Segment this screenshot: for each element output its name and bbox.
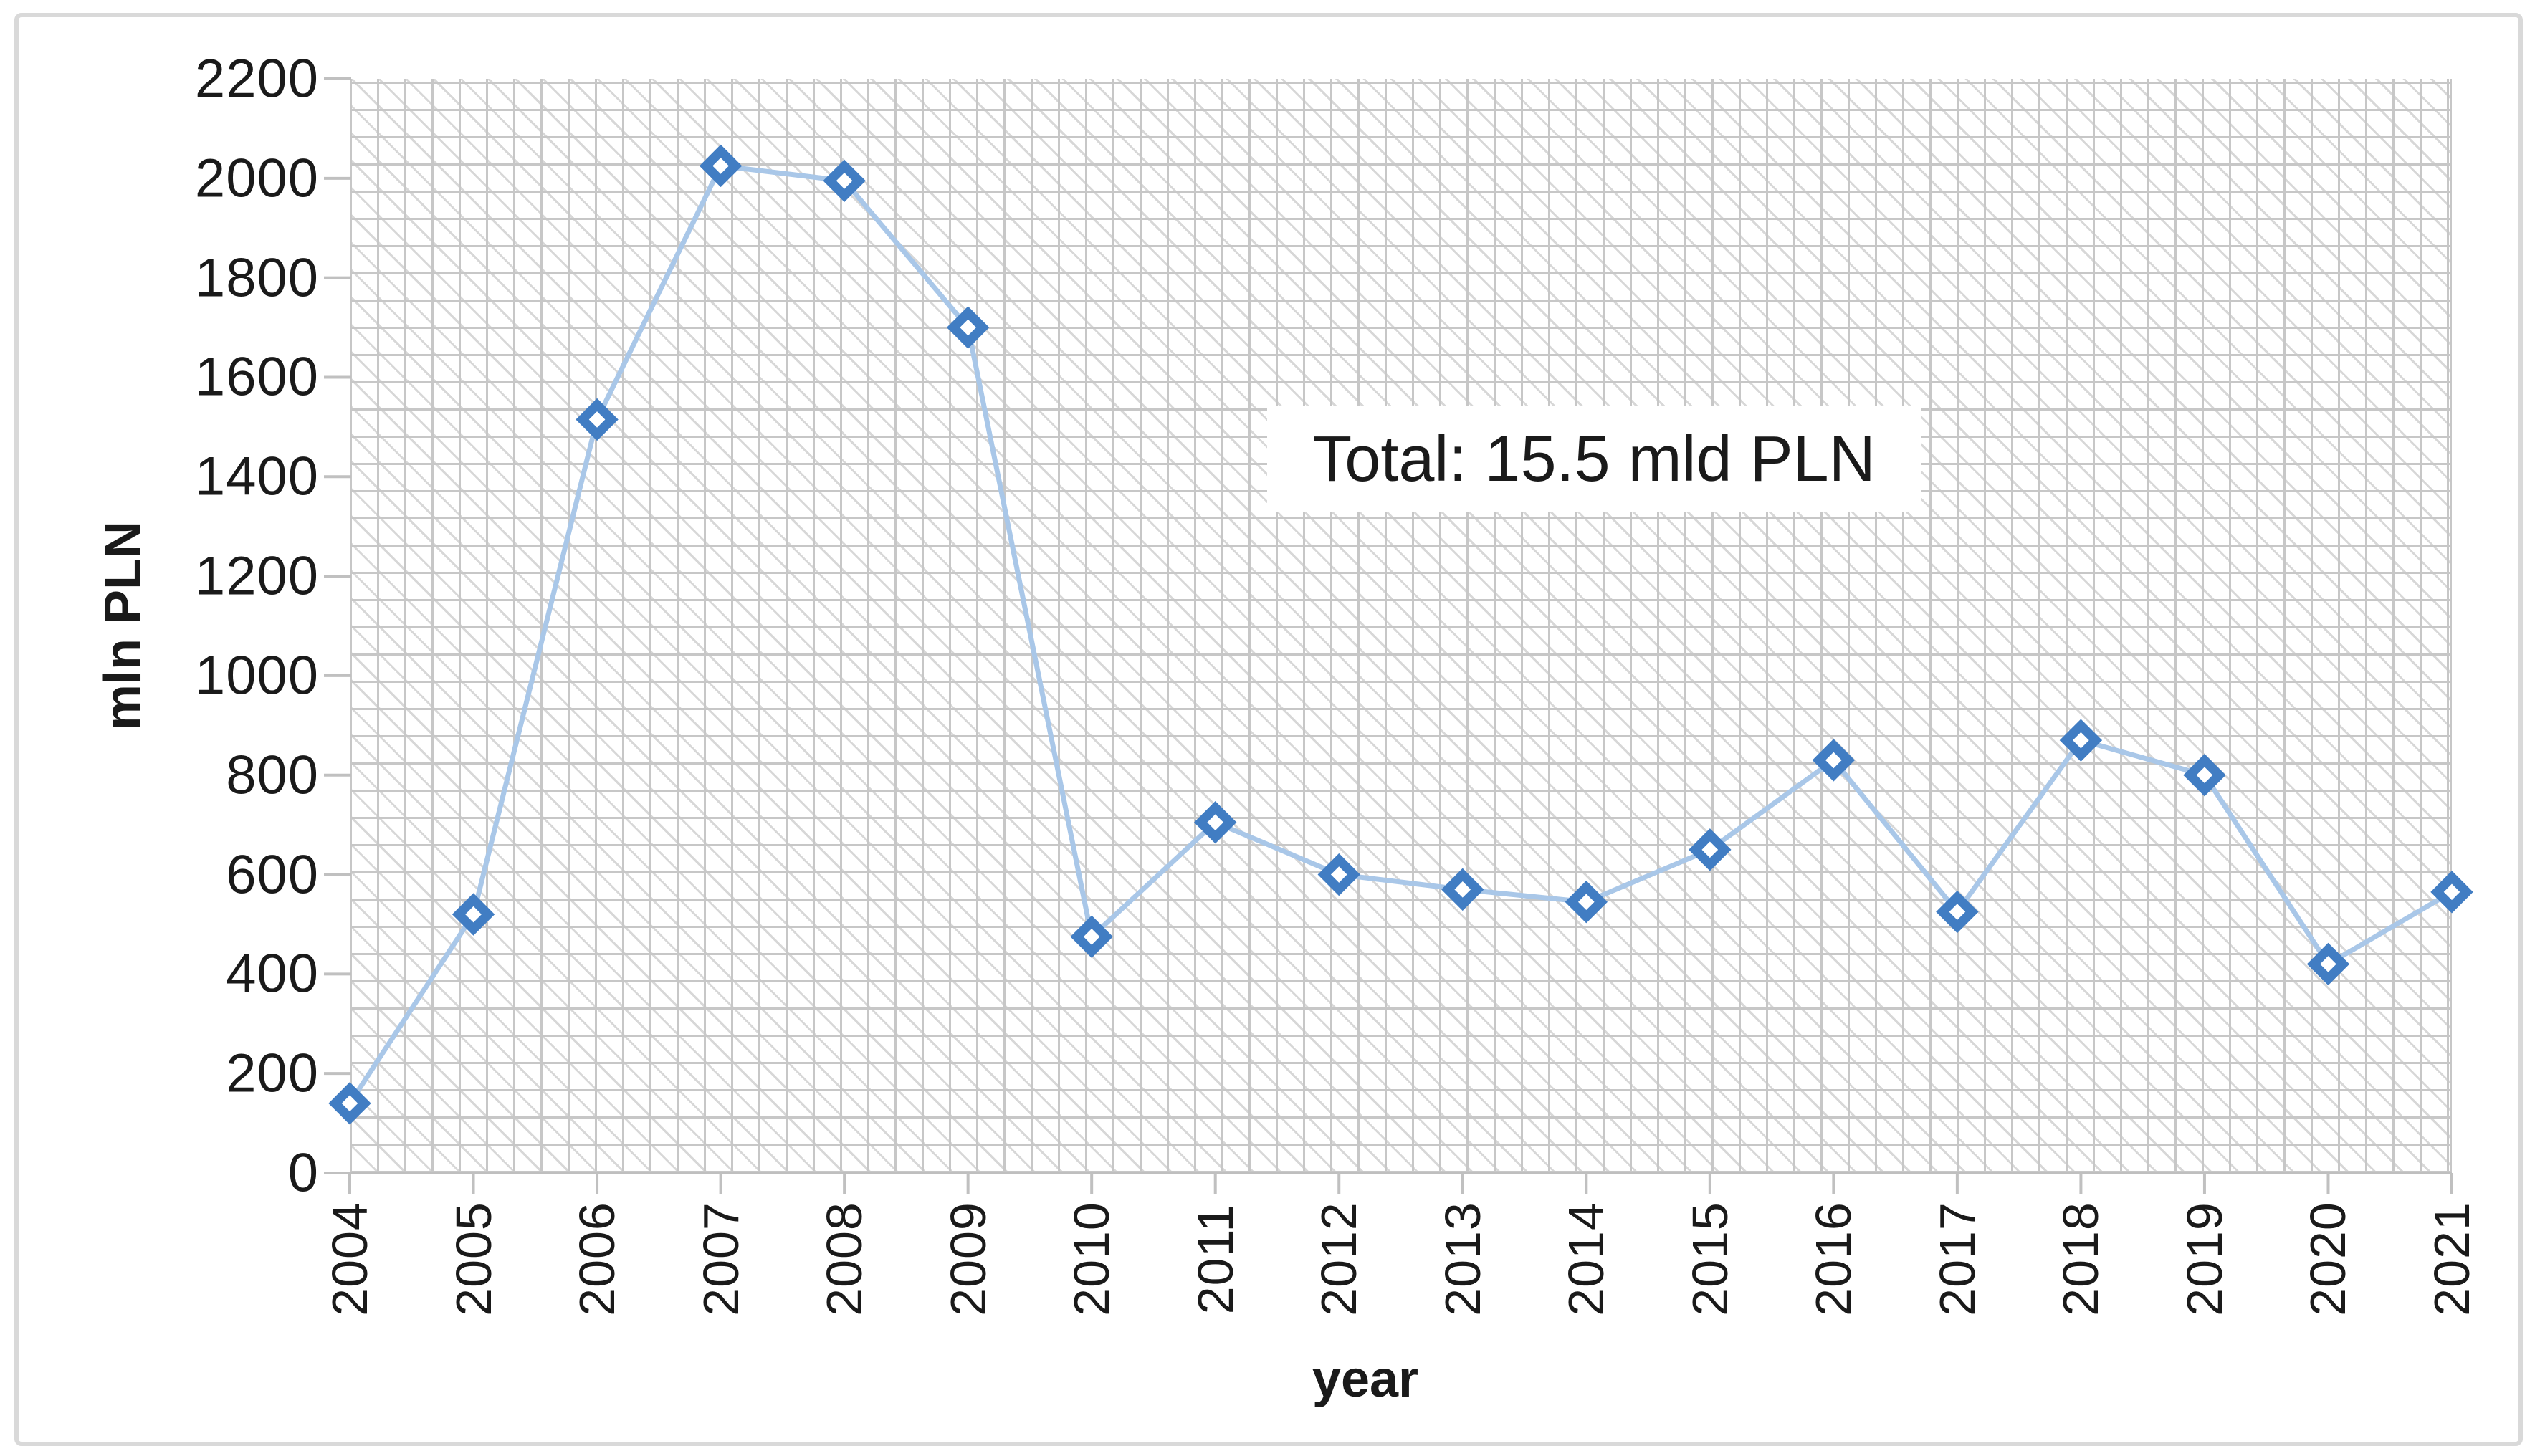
x-axis-tick-label: 2007: [692, 1202, 749, 1316]
y-axis-tick-label: 200: [226, 1043, 319, 1104]
data-point-marker-2013: [1441, 868, 1484, 911]
y-axis-tick-label: 2000: [194, 148, 319, 209]
data-point-marker-2016: [1812, 739, 1856, 782]
x-axis-title: year: [1312, 1351, 1419, 1408]
x-axis-tick-label: 2006: [569, 1202, 626, 1316]
data-point-marker-2014: [1565, 881, 1608, 924]
y-axis-title: mln PLN: [95, 520, 152, 731]
x-axis-tick-label: 2019: [2176, 1202, 2233, 1316]
data-point-marker-2015: [1689, 828, 1732, 871]
x-axis-tick-label: 2008: [816, 1202, 873, 1316]
y-axis-tick-label: 1400: [194, 446, 319, 507]
x-axis-tick-label: 2013: [1434, 1202, 1491, 1316]
y-axis-tick-label: 1800: [194, 247, 319, 309]
data-point-marker-2020: [2306, 942, 2350, 986]
y-axis-tick-label: 800: [226, 744, 319, 806]
x-axis-tick-label: 2017: [1929, 1202, 1985, 1316]
y-axis-tick-label: 2200: [194, 48, 319, 110]
series-line: [348, 163, 2453, 1105]
x-axis-tick-label: 2011: [1187, 1203, 1243, 1315]
data-point-marker-2008: [823, 159, 866, 202]
data-point-marker-2018: [2059, 719, 2103, 762]
x-axis-tick-label: 2021: [2424, 1202, 2480, 1316]
data-point-marker-2006: [576, 398, 619, 441]
data-point-marker-2017: [1936, 890, 1979, 934]
data-point-marker-2011: [1194, 800, 1237, 844]
x-axis-tick-label: 2015: [1681, 1202, 1738, 1316]
x-axis-tick-label: 2012: [1311, 1202, 1367, 1316]
data-point-marker-2004: [328, 1082, 371, 1125]
total-annotation-textbox: Total: 15.5 mld PLN: [1267, 406, 1921, 512]
y-axis-tick-label: 400: [226, 943, 319, 1005]
data-point-marker-2009: [946, 306, 990, 349]
y-axis-tick-label: 0: [287, 1142, 319, 1204]
y-axis-tick-label: 1200: [194, 545, 319, 607]
x-axis-tick-label: 2005: [445, 1202, 502, 1316]
x-axis-tick-label: 2014: [1558, 1202, 1615, 1316]
x-axis-tick-label: 2009: [940, 1202, 996, 1316]
x-axis-tick-label: 2016: [1805, 1202, 1862, 1316]
data-point-marker-2021: [2430, 871, 2473, 914]
y-axis-tick-label: 600: [226, 844, 319, 906]
data-point-marker-2007: [699, 144, 743, 188]
data-point-marker-2010: [1070, 915, 1113, 959]
y-axis-tick-label: 1000: [194, 645, 319, 707]
data-point-marker-2019: [2183, 754, 2226, 797]
x-axis-tick-label: 2004: [322, 1202, 378, 1316]
y-axis-tick-label: 1600: [194, 346, 319, 408]
plot-area: [350, 79, 2452, 1173]
x-axis-tick-label: 2010: [1064, 1202, 1120, 1316]
x-axis-tick-label: 2018: [2053, 1202, 2109, 1316]
data-point-marker-2012: [1317, 853, 1360, 896]
x-axis-tick-label: 2020: [2300, 1202, 2357, 1316]
data-point-marker-2005: [452, 893, 495, 936]
